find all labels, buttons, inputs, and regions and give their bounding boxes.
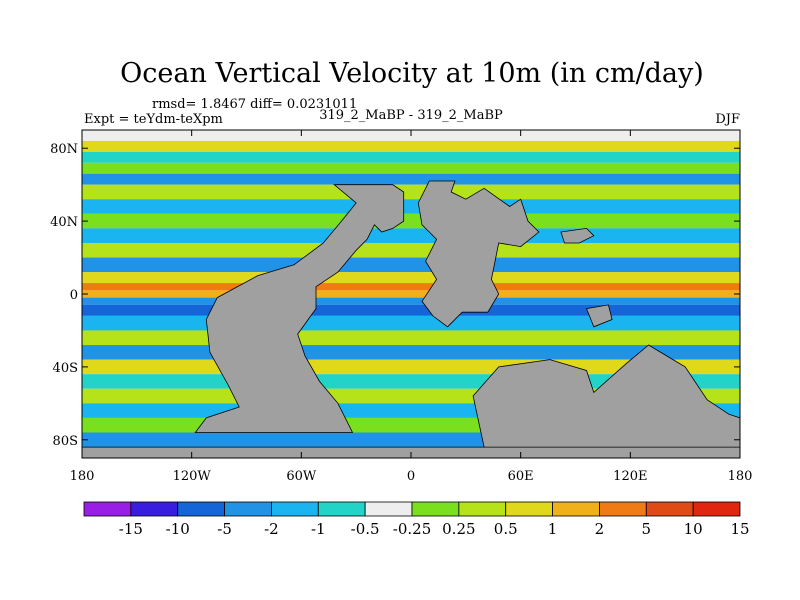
velocity-band [82,162,740,174]
colorbar-swatch [411,501,460,517]
land-polygon [560,227,595,244]
y-tick-label: 0 [70,288,78,303]
colorbar-swatch [83,501,132,517]
velocity-band [82,283,740,291]
velocity-band [82,242,740,258]
velocity-band [82,199,740,214]
x-tick-label: 120E [613,469,647,484]
velocity-band [82,140,740,152]
land-mask [81,180,741,459]
land-polygon [585,304,613,328]
colorbar: -15 -10 -5 -2 -1 -0.5 -0.25 0.25 0.5 1 2 5 10 15 [83,501,750,538]
x-axis: 180 120W 60W 0 60E 120E 180 [70,130,753,484]
colorbar-label: -15 [119,520,143,538]
case-label: 319_2_MaBP - 319_2_MaBP [319,108,503,123]
colorbar-label: -10 [166,520,190,538]
velocity-band [82,272,740,284]
colorbar-swatch [552,501,600,517]
colorbar-swatch [458,501,507,517]
velocity-band [82,213,740,229]
colorbar-swatch [317,501,366,517]
colorbar-label: -5 [217,520,232,538]
velocity-band [82,184,740,200]
colorbar-label: -2 [264,520,279,538]
colorbar-label: 5 [642,520,652,538]
experiment-label: Expt = teYdm-teXpm [84,112,223,127]
stats-label: rmsd= 1.8467 diff= 0.0231011 [152,97,357,112]
colorbar-label: -0.5 [351,520,380,538]
land-polygon [194,184,405,433]
colorbar-label: 1 [548,520,558,538]
colorbar-label: -1 [311,520,326,538]
colorbar-label: 15 [730,520,749,538]
velocity-band [82,304,740,316]
colorbar-swatch [177,501,225,517]
colorbar-label: 10 [684,520,703,538]
velocity-band [82,228,740,243]
colorbar-swatch [692,501,741,517]
colorbar-swatch [364,501,413,517]
y-tick-label: 40N [50,215,78,230]
y-tick-label: 80S [53,434,78,449]
land-polygon [472,344,741,448]
x-tick-label: 0 [407,469,415,484]
colorbar-swatch [224,501,272,517]
colorbar-label: 2 [595,520,605,538]
colorbar-swatch [505,501,553,517]
land-polygon [417,180,540,328]
y-tick-label: 40S [53,361,78,376]
colorbar-swatch [599,501,647,517]
map-plot-area [81,129,741,459]
colorbar-label: -0.25 [393,520,431,538]
x-tick-label: 180 [728,469,753,484]
y-axis: 80N 40N 0 40S 80S [50,142,740,449]
velocity-band [82,315,740,331]
velocity-band [82,257,740,273]
colorbar-label: 0.5 [494,520,518,538]
velocity-band [82,290,740,298]
colorbar-swatch [130,501,179,517]
x-tick-label: 180 [70,469,95,484]
season-label: DJF [715,112,740,127]
x-tick-label: 120W [173,469,212,484]
colorbar-swatch [271,501,319,517]
x-tick-label: 60E [508,469,534,484]
y-tick-label: 80N [50,142,78,157]
velocity-band [82,330,740,346]
velocity-band [82,173,740,185]
x-tick-label: 60W [286,469,317,484]
velocity-band [82,151,740,163]
colorbar-label: 0.25 [442,520,475,538]
colorbar-swatch [645,501,694,517]
chart-title: Ocean Vertical Velocity at 10m (in cm/da… [120,58,704,89]
velocity-band [82,297,740,305]
